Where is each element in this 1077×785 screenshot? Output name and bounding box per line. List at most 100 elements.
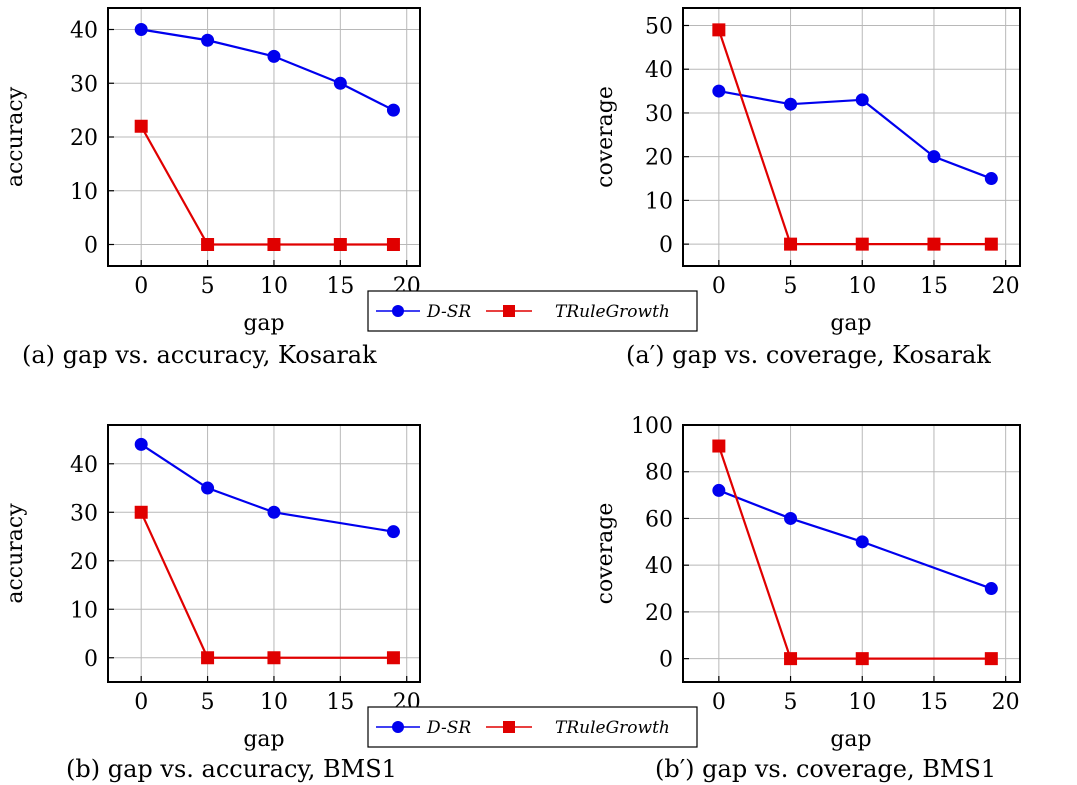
data-point-d-sr — [386, 525, 400, 539]
y-tick-label: 0 — [659, 648, 673, 673]
y-tick-label: 40 — [645, 58, 673, 83]
y-tick-label: 0 — [84, 234, 98, 259]
x-tick-label: 15 — [920, 274, 948, 299]
y-tick-label: 40 — [70, 453, 98, 478]
data-point-trulegrowth — [984, 652, 998, 666]
series-line-trulegrowth — [717, 445, 992, 660]
data-point-trulegrowth — [855, 237, 869, 251]
x-axis-label: gap — [830, 727, 871, 752]
y-tick-label: 60 — [645, 507, 673, 532]
y-tick-label: 40 — [70, 19, 98, 44]
legend-label-trulegrowth: TRuleGrowth — [555, 718, 670, 738]
data-point-d-sr — [267, 505, 281, 519]
x-tick-label: 5 — [201, 274, 215, 299]
data-point-trulegrowth — [267, 238, 281, 251]
chart-panel: 0 5 10 15 20 0 10 20 30 40 50 gap coverage (a′) gap v… — [593, 7, 1021, 369]
x-tick-label: 10 — [260, 274, 288, 299]
x-tick-label: 0 — [712, 274, 726, 299]
data-point-d-sr — [784, 97, 798, 111]
x-tick-label: 10 — [848, 690, 876, 715]
y-axis-label: coverage — [593, 503, 618, 605]
x-tick-label: 20 — [992, 274, 1020, 299]
y-tick-label: 40 — [645, 554, 673, 579]
x-axis-label: gap — [830, 311, 871, 336]
figure-caption: (b′) gap vs. coverage, BMS1 — [655, 755, 996, 783]
x-tick-label: 0 — [134, 690, 148, 715]
chart-panel: 0 5 10 15 20 0 20 40 60 80 100 gap coverage (b′) gap … — [593, 414, 1021, 783]
data-point-trulegrowth — [984, 237, 998, 251]
y-tick-label: 10 — [70, 598, 98, 623]
y-tick-label: 20 — [70, 126, 98, 151]
data-point-trulegrowth — [134, 505, 148, 519]
data-point-trulegrowth — [784, 652, 798, 666]
x-tick-label: 5 — [784, 690, 798, 715]
legend-label-trulegrowth: TRuleGrowth — [555, 302, 670, 322]
data-point-d-sr — [712, 483, 726, 497]
series-line-d-sr — [141, 28, 394, 112]
y-tick-label: 20 — [645, 146, 673, 171]
x-tick-label: 10 — [260, 690, 288, 715]
legend-marker-trulegrowth — [503, 721, 515, 733]
x-tick-label: 10 — [848, 274, 876, 299]
data-point-d-sr — [333, 76, 347, 90]
legend-box — [367, 290, 698, 332]
data-point-trulegrowth — [927, 237, 941, 251]
y-tick-label: 30 — [645, 102, 673, 127]
data-point-d-sr — [855, 93, 869, 107]
data-point-trulegrowth — [201, 238, 215, 251]
series-line-d-sr — [718, 489, 992, 590]
legend: D-SR TRuleGrowth — [367, 290, 698, 332]
legend-label-d-sr: D-SR — [426, 718, 471, 738]
x-axis-label: gap — [243, 311, 284, 336]
y-tick-label: 30 — [70, 72, 98, 97]
data-point-d-sr — [134, 23, 148, 36]
series-line-trulegrowth — [140, 511, 394, 659]
y-tick-label: 100 — [631, 414, 673, 439]
data-point-trulegrowth — [134, 119, 148, 133]
y-tick-label: 0 — [659, 233, 673, 258]
data-point-d-sr — [984, 172, 998, 186]
x-tick-label: 15 — [326, 690, 354, 715]
legend-marker-d-sr — [392, 305, 404, 317]
plot-frame — [682, 424, 1021, 683]
data-point-d-sr — [855, 535, 869, 549]
plot-frame — [682, 7, 1021, 267]
figure-caption: (a′) gap vs. coverage, Kosarak — [626, 341, 991, 369]
x-tick-label: 20 — [992, 690, 1020, 715]
y-tick-label: 0 — [84, 647, 98, 672]
x-tick-label: 0 — [712, 690, 726, 715]
data-point-trulegrowth — [784, 237, 798, 251]
x-tick-label: 5 — [784, 274, 798, 299]
y-tick-label: 30 — [70, 501, 98, 526]
data-point-d-sr — [984, 582, 998, 596]
data-point-trulegrowth — [386, 238, 400, 251]
data-point-d-sr — [201, 33, 215, 47]
data-point-trulegrowth — [712, 23, 726, 37]
x-tick-label: 5 — [201, 690, 215, 715]
data-point-trulegrowth — [267, 651, 281, 665]
plot-frame — [107, 424, 421, 683]
y-tick-label: 20 — [645, 601, 673, 626]
series-line-trulegrowth — [140, 125, 394, 246]
y-tick-label: 20 — [70, 550, 98, 575]
y-axis-label: accuracy — [3, 503, 28, 604]
x-axis-label: gap — [243, 727, 284, 752]
legend-marker-d-sr — [392, 721, 404, 733]
y-tick-label: 80 — [645, 461, 673, 486]
y-tick-label: 50 — [645, 14, 673, 39]
data-point-trulegrowth — [201, 651, 215, 665]
data-point-trulegrowth — [386, 651, 400, 665]
figure-caption: (b) gap vs. accuracy, BMS1 — [66, 755, 397, 783]
series-line-trulegrowth — [717, 29, 992, 246]
legend-label-d-sr: D-SR — [426, 302, 471, 322]
data-point-trulegrowth — [333, 238, 347, 251]
y-axis-label: coverage — [593, 86, 618, 188]
data-point-d-sr — [134, 437, 148, 451]
data-point-d-sr — [712, 84, 726, 98]
series-line-d-sr — [718, 90, 992, 180]
data-point-trulegrowth — [855, 652, 869, 666]
data-point-d-sr — [386, 103, 400, 117]
